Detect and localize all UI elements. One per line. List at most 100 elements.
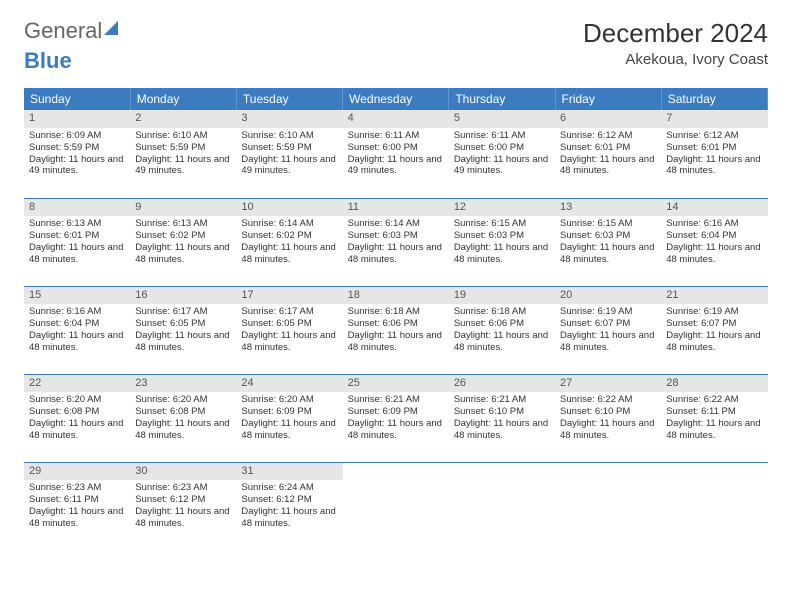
day-body: Sunrise: 6:16 AMSunset: 6:04 PMDaylight:…	[24, 304, 130, 358]
daylight-line: Daylight: 11 hours and 48 minutes.	[348, 242, 444, 266]
sunrise-line: Sunrise: 6:24 AM	[241, 482, 337, 494]
day-body: Sunrise: 6:13 AMSunset: 6:01 PMDaylight:…	[24, 216, 130, 270]
day-number: 22	[24, 375, 130, 393]
daylight-line: Daylight: 11 hours and 48 minutes.	[454, 418, 550, 442]
daylight-line: Daylight: 11 hours and 48 minutes.	[135, 418, 231, 442]
day-body: Sunrise: 6:17 AMSunset: 6:05 PMDaylight:…	[236, 304, 342, 358]
sunrise-line: Sunrise: 6:12 AM	[666, 130, 762, 142]
sunset-line: Sunset: 6:10 PM	[560, 406, 656, 418]
daylight-line: Daylight: 11 hours and 49 minutes.	[135, 154, 231, 178]
calendar-cell: 18Sunrise: 6:18 AMSunset: 6:06 PMDayligh…	[343, 286, 449, 374]
day-number: 5	[449, 110, 555, 128]
sunset-line: Sunset: 6:11 PM	[29, 494, 125, 506]
day-number: 16	[130, 287, 236, 305]
day-number: 29	[24, 463, 130, 481]
sunrise-line: Sunrise: 6:13 AM	[29, 218, 125, 230]
sunrise-line: Sunrise: 6:19 AM	[666, 306, 762, 318]
sunset-line: Sunset: 6:04 PM	[666, 230, 762, 242]
calendar-body: 1Sunrise: 6:09 AMSunset: 5:59 PMDaylight…	[24, 110, 768, 550]
calendar-cell: 21Sunrise: 6:19 AMSunset: 6:07 PMDayligh…	[661, 286, 767, 374]
day-body: Sunrise: 6:23 AMSunset: 6:11 PMDaylight:…	[24, 480, 130, 534]
day-body: Sunrise: 6:09 AMSunset: 5:59 PMDaylight:…	[24, 128, 130, 182]
sunrise-line: Sunrise: 6:21 AM	[454, 394, 550, 406]
daylight-line: Daylight: 11 hours and 48 minutes.	[454, 242, 550, 266]
sunset-line: Sunset: 6:00 PM	[348, 142, 444, 154]
calendar-cell: 1Sunrise: 6:09 AMSunset: 5:59 PMDaylight…	[24, 110, 130, 198]
day-number: 28	[661, 375, 767, 393]
day-body: Sunrise: 6:22 AMSunset: 6:10 PMDaylight:…	[555, 392, 661, 446]
calendar-cell: 19Sunrise: 6:18 AMSunset: 6:06 PMDayligh…	[449, 286, 555, 374]
weekday-header: Sunday	[24, 88, 130, 110]
calendar-cell: 30Sunrise: 6:23 AMSunset: 6:12 PMDayligh…	[130, 462, 236, 550]
sunset-line: Sunset: 6:07 PM	[560, 318, 656, 330]
calendar-cell: 26Sunrise: 6:21 AMSunset: 6:10 PMDayligh…	[449, 374, 555, 462]
day-body: Sunrise: 6:22 AMSunset: 6:11 PMDaylight:…	[661, 392, 767, 446]
day-number: 26	[449, 375, 555, 393]
day-number: 8	[24, 199, 130, 217]
daylight-line: Daylight: 11 hours and 49 minutes.	[29, 154, 125, 178]
day-number: 1	[24, 110, 130, 128]
sunset-line: Sunset: 6:03 PM	[560, 230, 656, 242]
daylight-line: Daylight: 11 hours and 48 minutes.	[135, 242, 231, 266]
day-number: 6	[555, 110, 661, 128]
sunrise-line: Sunrise: 6:20 AM	[135, 394, 231, 406]
calendar-cell: 25Sunrise: 6:21 AMSunset: 6:09 PMDayligh…	[343, 374, 449, 462]
day-body: Sunrise: 6:20 AMSunset: 6:08 PMDaylight:…	[24, 392, 130, 446]
day-number: 27	[555, 375, 661, 393]
day-number: 2	[130, 110, 236, 128]
sunset-line: Sunset: 5:59 PM	[241, 142, 337, 154]
calendar-row: 8Sunrise: 6:13 AMSunset: 6:01 PMDaylight…	[24, 198, 768, 286]
daylight-line: Daylight: 11 hours and 48 minutes.	[241, 242, 337, 266]
sunrise-line: Sunrise: 6:18 AM	[454, 306, 550, 318]
sunrise-line: Sunrise: 6:10 AM	[135, 130, 231, 142]
day-body: Sunrise: 6:21 AMSunset: 6:09 PMDaylight:…	[343, 392, 449, 446]
day-body: Sunrise: 6:17 AMSunset: 6:05 PMDaylight:…	[130, 304, 236, 358]
sunrise-line: Sunrise: 6:16 AM	[666, 218, 762, 230]
calendar-cell: 12Sunrise: 6:15 AMSunset: 6:03 PMDayligh…	[449, 198, 555, 286]
calendar-cell: 16Sunrise: 6:17 AMSunset: 6:05 PMDayligh…	[130, 286, 236, 374]
sunrise-line: Sunrise: 6:16 AM	[29, 306, 125, 318]
daylight-line: Daylight: 11 hours and 48 minutes.	[29, 418, 125, 442]
sunset-line: Sunset: 6:07 PM	[666, 318, 762, 330]
calendar-cell: 14Sunrise: 6:16 AMSunset: 6:04 PMDayligh…	[661, 198, 767, 286]
sunrise-line: Sunrise: 6:19 AM	[560, 306, 656, 318]
sunrise-line: Sunrise: 6:20 AM	[29, 394, 125, 406]
sunset-line: Sunset: 6:01 PM	[29, 230, 125, 242]
sunrise-line: Sunrise: 6:17 AM	[135, 306, 231, 318]
brand-logo: General	[24, 18, 118, 44]
sunrise-line: Sunrise: 6:14 AM	[241, 218, 337, 230]
daylight-line: Daylight: 11 hours and 48 minutes.	[29, 242, 125, 266]
sunset-line: Sunset: 6:05 PM	[241, 318, 337, 330]
day-body: Sunrise: 6:10 AMSunset: 5:59 PMDaylight:…	[130, 128, 236, 182]
brand-blue: Blue	[24, 48, 72, 73]
calendar-cell: 11Sunrise: 6:14 AMSunset: 6:03 PMDayligh…	[343, 198, 449, 286]
sunset-line: Sunset: 6:11 PM	[666, 406, 762, 418]
sunset-line: Sunset: 6:02 PM	[135, 230, 231, 242]
calendar-cell: 10Sunrise: 6:14 AMSunset: 6:02 PMDayligh…	[236, 198, 342, 286]
day-number: 21	[661, 287, 767, 305]
day-number: 25	[343, 375, 449, 393]
calendar-cell	[555, 462, 661, 550]
calendar-cell: 13Sunrise: 6:15 AMSunset: 6:03 PMDayligh…	[555, 198, 661, 286]
calendar-cell: 5Sunrise: 6:11 AMSunset: 6:00 PMDaylight…	[449, 110, 555, 198]
day-number: 10	[236, 199, 342, 217]
daylight-line: Daylight: 11 hours and 48 minutes.	[348, 418, 444, 442]
day-number: 20	[555, 287, 661, 305]
daylight-line: Daylight: 11 hours and 49 minutes.	[241, 154, 337, 178]
day-number: 31	[236, 463, 342, 481]
daylight-line: Daylight: 11 hours and 48 minutes.	[29, 330, 125, 354]
day-body: Sunrise: 6:20 AMSunset: 6:09 PMDaylight:…	[236, 392, 342, 446]
sunset-line: Sunset: 6:06 PM	[454, 318, 550, 330]
day-number: 17	[236, 287, 342, 305]
daylight-line: Daylight: 11 hours and 48 minutes.	[666, 154, 762, 178]
day-body: Sunrise: 6:19 AMSunset: 6:07 PMDaylight:…	[661, 304, 767, 358]
calendar-cell: 27Sunrise: 6:22 AMSunset: 6:10 PMDayligh…	[555, 374, 661, 462]
sunrise-line: Sunrise: 6:23 AM	[29, 482, 125, 494]
sunrise-line: Sunrise: 6:22 AM	[560, 394, 656, 406]
day-number: 24	[236, 375, 342, 393]
day-number: 7	[661, 110, 767, 128]
calendar-cell: 23Sunrise: 6:20 AMSunset: 6:08 PMDayligh…	[130, 374, 236, 462]
sunrise-line: Sunrise: 6:09 AM	[29, 130, 125, 142]
sunset-line: Sunset: 6:01 PM	[560, 142, 656, 154]
calendar-cell	[343, 462, 449, 550]
